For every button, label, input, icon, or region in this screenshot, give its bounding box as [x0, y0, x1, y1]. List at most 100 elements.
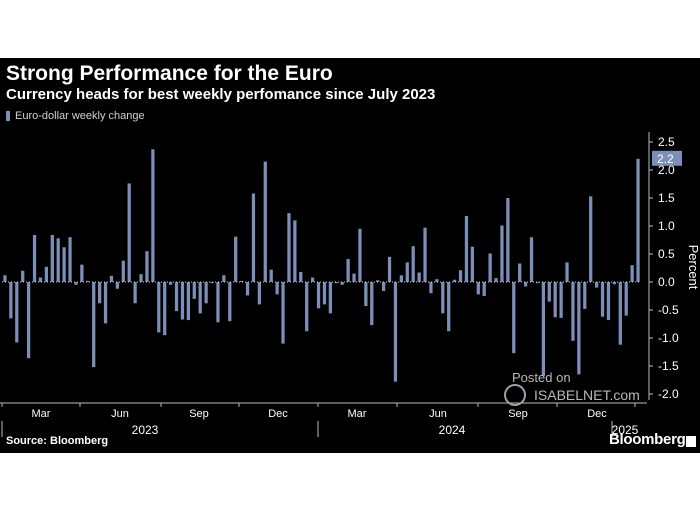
y-tick-label: -1.0 [658, 331, 679, 345]
bar [512, 282, 516, 354]
bar [186, 282, 190, 321]
bar [423, 227, 427, 282]
bar [618, 282, 622, 345]
bar [251, 193, 256, 282]
brand-logo: Bloomberg [609, 431, 686, 448]
bar [606, 282, 611, 321]
y-tick-label: -2.0 [658, 387, 679, 401]
x-tick-label: Jun [429, 408, 447, 420]
year-label: 2023 [132, 423, 159, 437]
bar [636, 158, 640, 282]
bar [287, 213, 291, 282]
bar [577, 282, 581, 375]
bar [429, 282, 433, 294]
bar [399, 275, 403, 282]
bar [50, 234, 54, 282]
bar [9, 282, 13, 319]
legend: Euro-dollar weekly change [6, 110, 145, 122]
bar [151, 149, 155, 282]
bar [387, 256, 392, 282]
bar [27, 282, 31, 359]
bar [453, 279, 457, 282]
bar [216, 282, 220, 323]
bar [346, 259, 350, 282]
year-label: 2024 [439, 423, 466, 437]
bar [494, 278, 498, 282]
bar [62, 247, 66, 282]
bar [157, 282, 161, 333]
chart-title: Strong Performance for the Euro [6, 62, 333, 85]
bar [204, 282, 208, 304]
bar [32, 234, 37, 282]
bar [559, 282, 563, 318]
x-tick-label: Dec [587, 408, 607, 420]
bar [74, 282, 78, 285]
y-tick-label: 2.0 [658, 163, 675, 177]
bar [127, 183, 131, 282]
bar [198, 282, 202, 314]
bar-chart: 2.2 2.5 2.0 1.5 1.0 0.5 0.0 -0.5 -1.0 -1.5 -2.0 Pe… [0, 132, 700, 437]
last-value-box [652, 150, 682, 166]
bar [630, 265, 634, 282]
legend-swatch [6, 111, 10, 121]
bar [589, 196, 593, 282]
bar [435, 279, 439, 282]
x-tick-label: Mar [32, 408, 51, 420]
bar [506, 198, 510, 282]
bar [458, 270, 463, 282]
bar [299, 271, 303, 282]
watermark-line2: ISABELNET.com [534, 387, 640, 403]
bar [518, 263, 522, 282]
y-tick-label: -1.5 [658, 359, 679, 373]
bar [3, 275, 7, 282]
y-tick-label: 0.0 [658, 275, 675, 289]
bar [316, 282, 321, 309]
chart-subtitle: Currency heads for best weekly perfomanc… [6, 86, 436, 103]
bar [210, 282, 214, 284]
bar [38, 277, 43, 282]
bar [103, 282, 108, 324]
x-tick-label: Mar [348, 408, 367, 420]
x-axis: Mar Jun Sep Dec Mar Jun Sep Dec 2023 2024 2025 [0, 402, 647, 437]
bar [565, 262, 569, 282]
bar [15, 282, 19, 343]
y-tick-label: 1.0 [658, 219, 675, 233]
bar [595, 282, 599, 288]
bar [180, 282, 185, 320]
bar [115, 282, 119, 289]
bar [352, 273, 356, 282]
brand-mark-icon [686, 436, 696, 447]
bar [133, 282, 137, 304]
year-label: 2025 [612, 423, 639, 437]
globe-icon [504, 384, 526, 406]
bar [624, 282, 628, 316]
bar [121, 260, 125, 282]
bar [44, 266, 48, 282]
bar [311, 277, 315, 282]
bar [92, 282, 96, 368]
bar [482, 282, 486, 296]
bar [269, 269, 273, 282]
bar [169, 282, 173, 285]
x-tick-label: Jun [111, 408, 129, 420]
bar [470, 246, 474, 282]
bar [98, 282, 102, 304]
bar [109, 275, 114, 282]
bar [358, 228, 362, 282]
bars-group: 2.2 [2, 149, 682, 382]
bar [257, 282, 261, 305]
bar [139, 274, 143, 282]
bar [240, 280, 244, 282]
bar [464, 215, 469, 282]
watermark-line1: Posted on [512, 370, 571, 385]
y-tick-label: 0.5 [658, 247, 675, 261]
bar [328, 282, 332, 314]
x-tick-label: Sep [189, 408, 209, 420]
bar [447, 282, 451, 332]
bar [222, 275, 226, 282]
bar [174, 282, 179, 312]
y-tick-label: 1.5 [658, 191, 675, 205]
source-note: Source: Bloomberg [6, 435, 109, 447]
bar [488, 253, 492, 282]
